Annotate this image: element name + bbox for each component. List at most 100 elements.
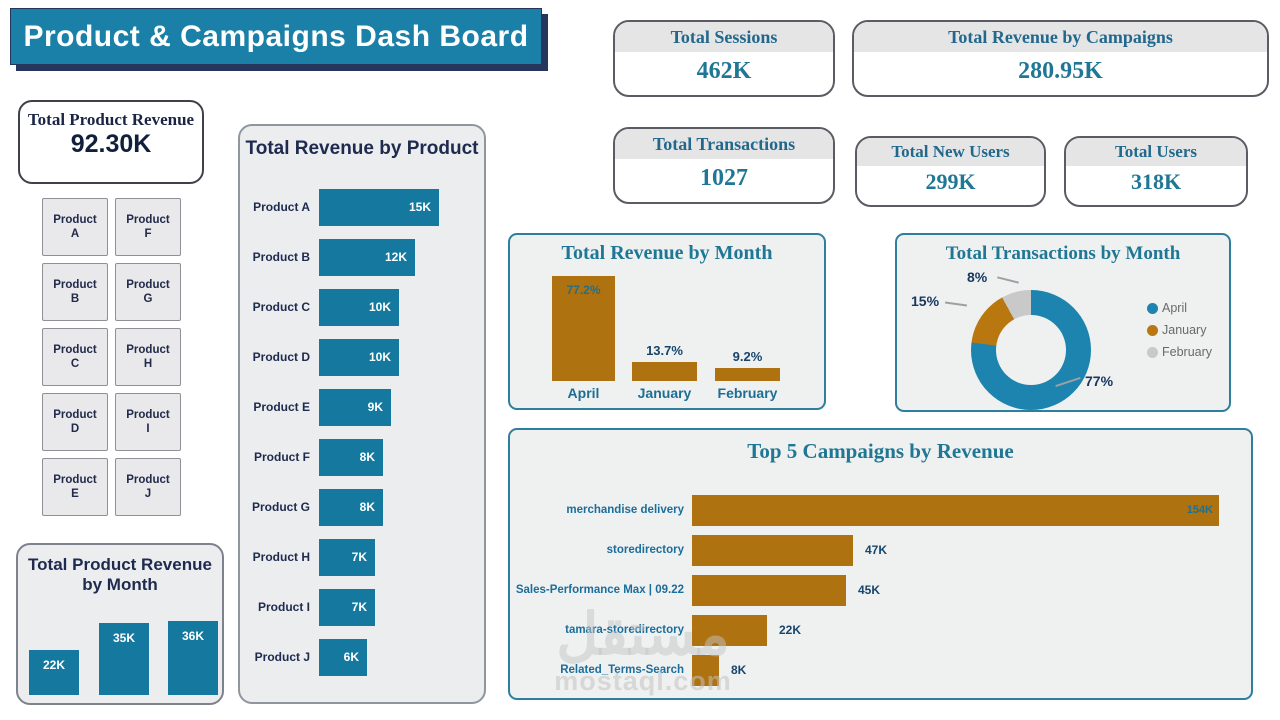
kpi-value: 1027 [700, 165, 748, 191]
column-bar[interactable] [715, 368, 780, 381]
bar-value-label: 8K [359, 500, 375, 514]
bar-row: Product G 8K [244, 482, 480, 532]
legend-color-dot [1147, 324, 1158, 336]
column-value-label: 35K [112, 631, 135, 645]
kpi-value: 318K [1130, 169, 1182, 194]
panel-product-revenue-by-month: Total Product Revenue by Month 22K 35K 36K [16, 543, 224, 705]
page-title: Product & Campaigns Dash Board [23, 19, 529, 53]
bar-category-label: Product D [252, 350, 310, 364]
panel-transactions-by-month: Total Transactions by Month 77% 15% 8% Apr… [895, 233, 1231, 412]
bar-row: Product B 12K [244, 232, 480, 282]
bar-category-label: Product A [253, 200, 310, 214]
bar-row: Product F 8K [244, 432, 480, 482]
bar-row: Product D 10K [244, 332, 480, 382]
bar[interactable]: 9K [319, 388, 391, 426]
bar-value-label: 12K [384, 250, 407, 264]
panel-top5-campaigns: Top 5 Campaigns by Revenue merchandise d… [508, 428, 1253, 700]
bar-value-label: 45K [858, 583, 881, 597]
column-category-label: February [717, 385, 778, 401]
bar-chart-top5-campaigns: merchandise delivery 154K storedirectory 47… [510, 490, 1251, 690]
bar[interactable]: 154K [692, 494, 1219, 526]
bar[interactable]: 8K [319, 488, 383, 526]
kpi-card-total-revenue-by-campaigns: Total Revenue by Campaigns 280.95K [852, 20, 1269, 97]
bar-value-label: 8K [359, 450, 375, 464]
product-slicer-button[interactable]: Product I [115, 393, 181, 451]
bar[interactable]: 8K [319, 438, 383, 476]
kpi-card-total-sessions: Total Sessions 462K [613, 20, 835, 97]
column-category-label: April [567, 385, 600, 401]
kpi-label: Total Users [1066, 138, 1246, 166]
chart-title: Total Product Revenue by Month [28, 555, 212, 594]
column-value-label: 22K [42, 658, 65, 672]
chart-legend: April January February [1147, 301, 1212, 367]
bar[interactable] [692, 654, 719, 686]
bar-row: Product H 7K [244, 532, 480, 582]
panel-revenue-by-month: Total Revenue by Month 77.2% April 13.7% Ja… [508, 233, 826, 410]
kpi-card-total-product-revenue: Total Product Revenue 92.30K [18, 100, 204, 184]
product-slicer-button[interactable]: Product E [42, 458, 108, 516]
bar-value-label: 9K [367, 400, 383, 414]
bar-value-label: 15K [408, 200, 431, 214]
legend-label: January [1162, 323, 1207, 337]
product-slicer-button[interactable]: Product J [115, 458, 181, 516]
bar-value-label: 47K [865, 543, 888, 557]
column-bar[interactable] [632, 362, 697, 381]
kpi-label: Total New Users [857, 138, 1044, 166]
kpi-value: 92.30K [70, 130, 152, 158]
donut-callout-line [997, 276, 1019, 284]
bar[interactable] [692, 614, 767, 646]
column-value-label: 13.7% [646, 343, 683, 358]
bar-value-label: 7K [351, 550, 367, 564]
kpi-card-total-users: Total Users 318K [1064, 136, 1248, 207]
bar[interactable]: 7K [319, 588, 375, 626]
legend-label: April [1162, 301, 1188, 315]
bar[interactable]: 10K [319, 338, 399, 376]
column-bar[interactable] [99, 623, 149, 695]
bar[interactable]: 10K [319, 288, 399, 326]
product-slicer-button[interactable]: Product A [42, 198, 108, 256]
product-slicer-button[interactable]: Product F [115, 198, 181, 256]
bar-value-label: 22K [779, 623, 802, 637]
donut-callout-line [944, 301, 968, 307]
bar[interactable] [692, 574, 846, 606]
chart-title: Top 5 Campaigns by Revenue [747, 439, 1014, 463]
donut-chart-transactions-by-month[interactable] [971, 290, 1091, 410]
bar[interactable]: 15K [319, 188, 439, 226]
product-slicer-button[interactable]: Product D [42, 393, 108, 451]
column-category-label: January [637, 385, 692, 401]
column-bar[interactable] [168, 621, 218, 695]
product-slicer-button[interactable]: Product C [42, 328, 108, 386]
product-slicer-button[interactable]: Product H [115, 328, 181, 386]
column-bar[interactable] [552, 276, 615, 381]
kpi-value: 462K [696, 58, 752, 84]
bar-category-label: Product B [252, 250, 310, 264]
donut-callout-labels: 77% 15% 8% [897, 235, 1229, 410]
panel-revenue-by-product: Total Revenue by Product Product A 15K Pro… [238, 124, 486, 704]
legend-item[interactable]: April [1147, 301, 1212, 315]
column-chart-product-revenue-by-month: 22K 35K 36K [18, 545, 222, 703]
bar[interactable]: 6K [319, 638, 367, 676]
kpi-value: 299K [925, 169, 976, 194]
product-slicer-button[interactable]: Product G [115, 263, 181, 321]
product-slicer-button[interactable]: Product B [42, 263, 108, 321]
donut-slice-label: 15% [911, 293, 940, 309]
bar-category-label: Related_Terms-Search [560, 664, 684, 676]
bar-category-label: Sales-Performance Max | 09.22 [515, 584, 684, 596]
bar[interactable] [692, 534, 853, 566]
bar[interactable]: 7K [319, 538, 375, 576]
kpi-label: Total Sessions [615, 22, 833, 52]
bar-row: Product J 6K [244, 632, 480, 682]
kpi-label: Total Revenue by Campaigns [854, 22, 1267, 52]
legend-item[interactable]: January [1147, 323, 1212, 337]
kpi-label: Total Transactions [615, 129, 833, 159]
bar-row: Product A 15K [244, 182, 480, 232]
column-bar[interactable] [29, 650, 79, 695]
legend-item[interactable]: February [1147, 345, 1212, 359]
column-value-label: 9.2% [732, 349, 763, 364]
kpi-card-total-transactions: Total Transactions 1027 [613, 127, 835, 204]
bar-category-label: tamara-storedirectory [565, 624, 684, 636]
bar-value-label: 10K [368, 350, 391, 364]
chart-title: Total Transactions by Month [945, 243, 1181, 264]
kpi-card-total-new-users: Total New Users 299K [855, 136, 1046, 207]
bar[interactable]: 12K [319, 238, 415, 276]
